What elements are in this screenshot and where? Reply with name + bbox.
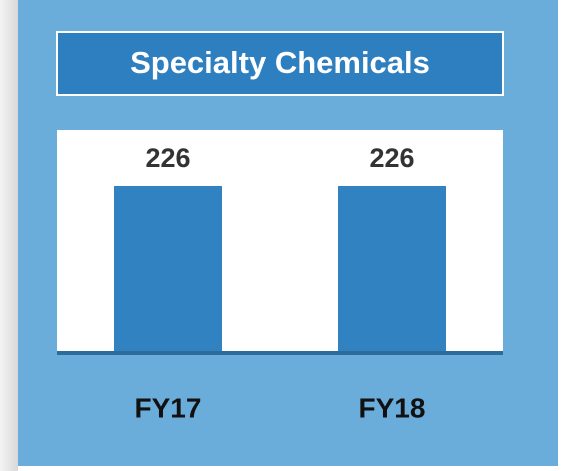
x-tick-label: FY18 bbox=[359, 392, 426, 423]
data-label: 226 bbox=[145, 143, 190, 173]
chart-title: Specialty Chemicals bbox=[130, 45, 430, 80]
data-label: 226 bbox=[369, 143, 414, 173]
bar bbox=[114, 186, 222, 352]
x-tick-label: FY17 bbox=[135, 392, 202, 423]
side-strip bbox=[0, 0, 18, 471]
baseline bbox=[57, 351, 503, 355]
title-box bbox=[56, 31, 504, 96]
bar bbox=[338, 186, 446, 352]
